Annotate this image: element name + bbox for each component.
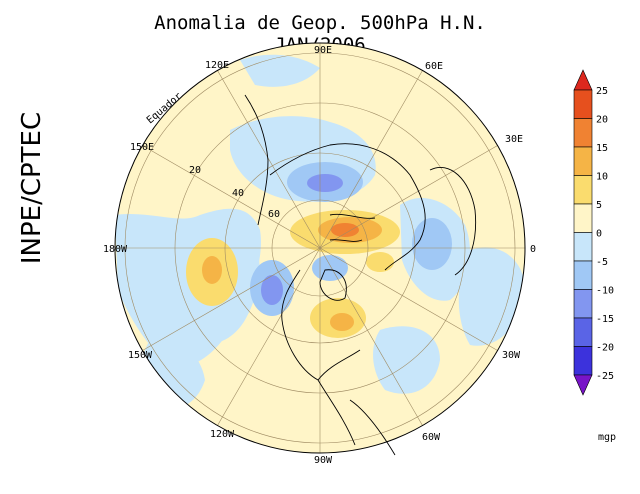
- coast-eurasia: [269, 143, 426, 271]
- lon-label-120e: 120E: [205, 60, 229, 71]
- lon-label-30w: 30W: [502, 350, 521, 361]
- lon-label-0: 0: [530, 244, 536, 255]
- colorbar-bottom-arrow: [573, 374, 593, 396]
- colorbar: 25 20 15 10 5 0 -5 -10 -15 -20 -25: [573, 69, 614, 396]
- colorbar-tick-label: -5: [596, 257, 608, 268]
- negative-region-south: [373, 326, 440, 394]
- negative-center-pole: [312, 255, 348, 281]
- negative-core-north: [307, 174, 343, 192]
- negative-region-east: [458, 247, 525, 346]
- map-border: [114, 42, 526, 454]
- meridian-line: [142, 145, 321, 249]
- coast-north-america: [281, 269, 361, 446]
- meridian-line: [319, 70, 423, 249]
- lat-label-60: 60: [268, 209, 280, 220]
- colorbar-tick-label: -25: [596, 371, 614, 382]
- colorbar-segment: [573, 289, 593, 319]
- positive-center-east: [366, 252, 394, 272]
- meridian-line: [319, 247, 423, 426]
- colorbar-tick-label: -15: [596, 314, 614, 325]
- negative-center-europe: [412, 218, 452, 270]
- coastlines: [244, 94, 477, 456]
- lon-label-120w: 120W: [210, 429, 235, 440]
- coast-greenland: [319, 269, 347, 301]
- colorbar-tick-label: 25: [596, 86, 608, 97]
- colorbar-tick-label: -10: [596, 286, 614, 297]
- coast-africa: [429, 166, 477, 276]
- colorbar-segment: [573, 260, 593, 290]
- colorbar-tick-label: -20: [596, 343, 614, 354]
- lon-label-90w: 90W: [314, 455, 333, 466]
- colorbar-tick-label: 0: [596, 229, 602, 240]
- colorbar-segment: [573, 89, 593, 119]
- colorbar-segment: [573, 232, 593, 262]
- colorbar-top-arrow: [573, 69, 593, 91]
- meridian-line: [217, 247, 321, 426]
- lon-label-180w: 180W: [103, 244, 128, 255]
- meridian-line: [142, 247, 321, 351]
- lon-label-90e: 90E: [314, 45, 332, 56]
- colorbar-tick-label: 20: [596, 115, 608, 126]
- coast-arctic-islands: [329, 213, 376, 242]
- colorbar-segment: [573, 317, 593, 347]
- positive-peak-arctic: [331, 223, 359, 237]
- colorbar-segment: [573, 118, 593, 148]
- longitude-labels: 90E 60E 30E 0 30W 60W 90W 120W 150W 180W…: [103, 45, 536, 466]
- lon-label-60e: 60E: [425, 61, 443, 72]
- colorbar-segment: [573, 203, 593, 233]
- colorbar-segment: [573, 346, 593, 376]
- lon-label-30e: 30E: [505, 134, 523, 145]
- lat-label-40: 40: [232, 188, 244, 199]
- colorbar-tick-label: 5: [596, 200, 602, 211]
- positive-core-pacific: [202, 256, 222, 284]
- colorbar-unit: mgp: [598, 432, 616, 443]
- meridian-line: [319, 247, 498, 351]
- colorbar-tick-label: 15: [596, 143, 608, 154]
- colorbar-segment: [573, 175, 593, 205]
- coast-asia-east: [244, 94, 269, 226]
- meridian-line: [319, 145, 498, 249]
- latitude-labels: 20 40 60: [189, 165, 280, 220]
- lat-label-20: 20: [189, 165, 201, 176]
- lon-label-150w: 150W: [128, 350, 153, 361]
- lon-label-60w: 60W: [422, 432, 441, 443]
- positive-core-atlantic: [330, 313, 354, 331]
- meridian-line: [217, 70, 321, 249]
- colorbar-tick-label: 10: [596, 172, 608, 183]
- colorbar-segment: [573, 146, 593, 176]
- lon-label-150e: 150E: [130, 142, 154, 153]
- coast-south-america: [349, 399, 396, 456]
- negative-core-pacific: [261, 275, 283, 305]
